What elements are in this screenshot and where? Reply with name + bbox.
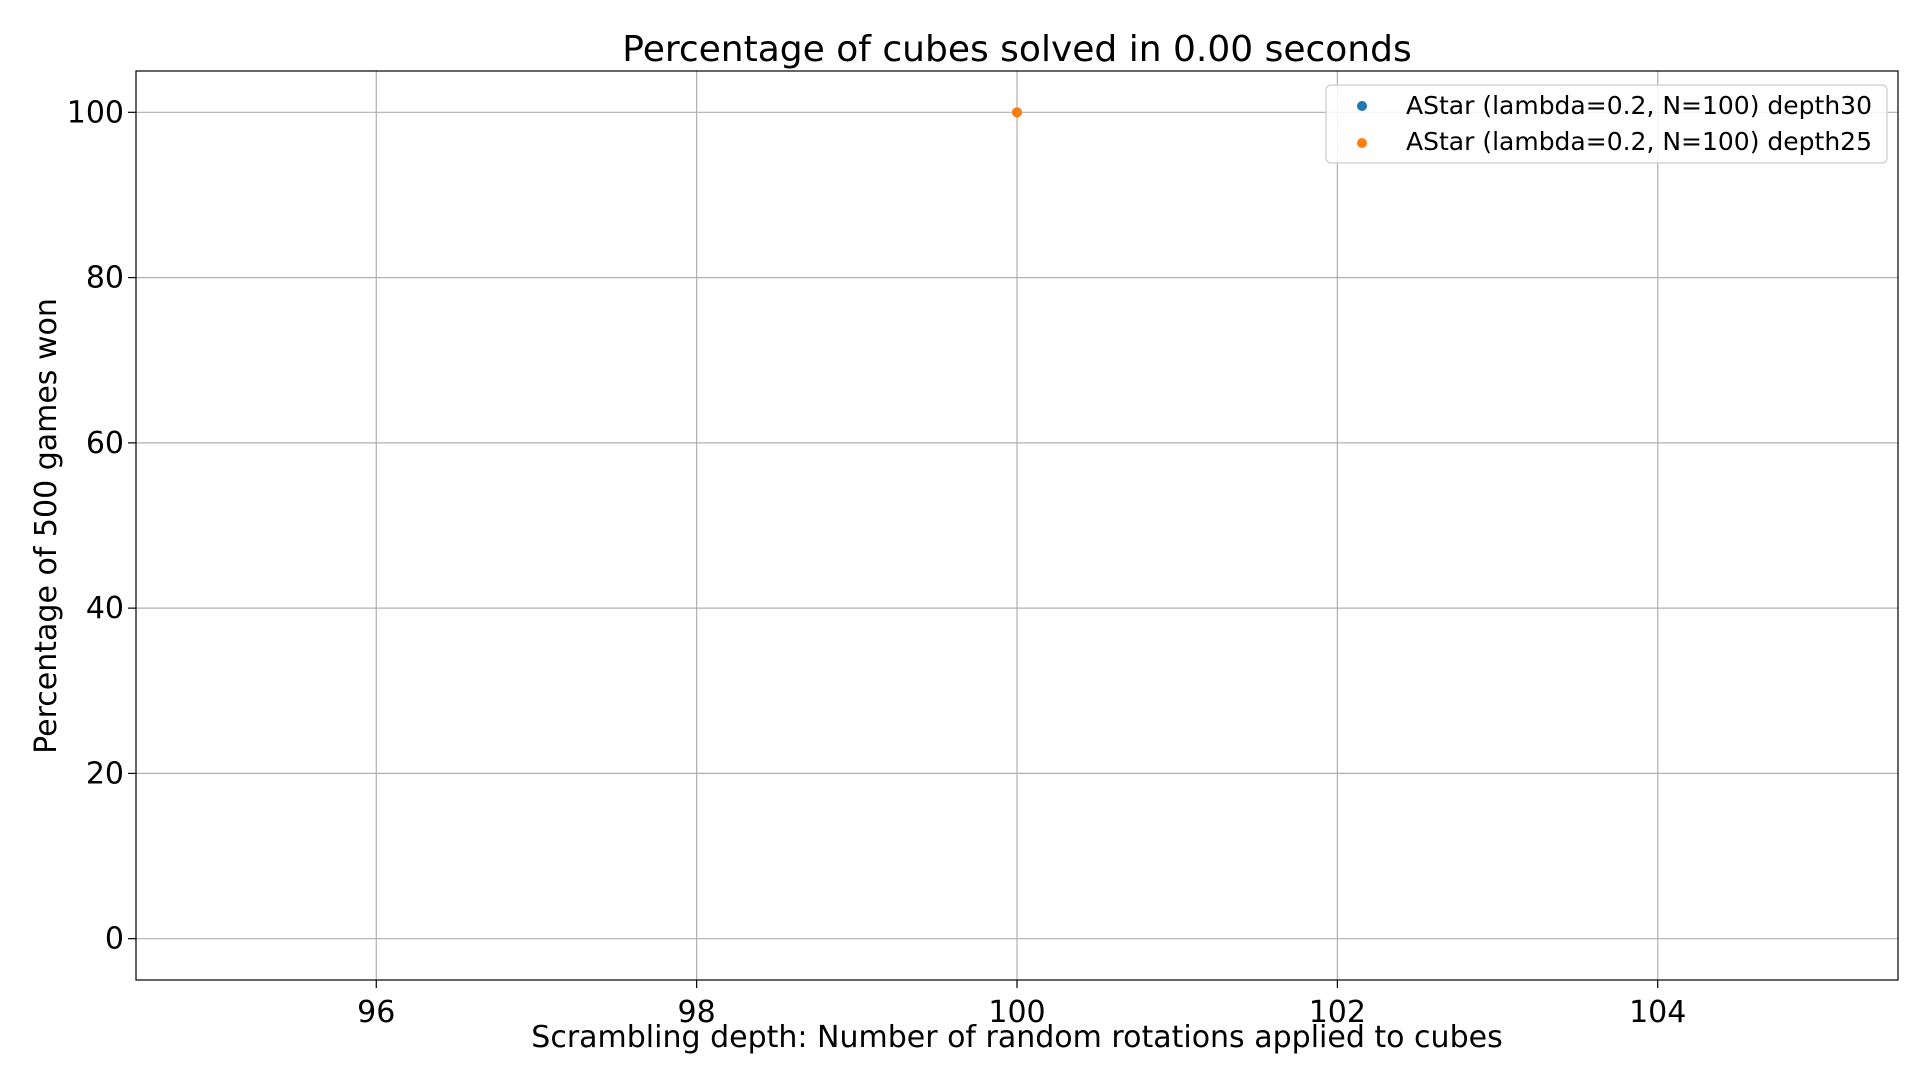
legend-label-depth30: AStar (lambda=0.2, N=100) depth30: [1406, 91, 1872, 120]
chart-title: Percentage of cubes solved in 0.00 secon…: [622, 29, 1411, 70]
legend-marker-depth30: [1357, 101, 1367, 111]
y-tick-label: 100: [67, 95, 124, 130]
legend-label-depth25: AStar (lambda=0.2, N=100) depth25: [1406, 127, 1872, 156]
y-tick-label: 60: [86, 426, 124, 461]
grid-lines: [136, 71, 1898, 980]
x-tick-label: 98: [678, 995, 716, 1030]
y-axis-label: Percentage of 500 games won: [29, 298, 64, 754]
legend: AStar (lambda=0.2, N=100) depth30 AStar …: [1325, 84, 1888, 164]
y-tick-label: 20: [86, 756, 124, 791]
data-points: [1012, 107, 1022, 118]
data-point-series-1: [1012, 107, 1022, 118]
x-axis-label: Scrambling depth: Number of random rotat…: [531, 1020, 1502, 1055]
x-tick-label: 96: [357, 995, 395, 1030]
x-tick-label: 100: [988, 995, 1045, 1030]
axis-ticks: 96 98 100 102 104 0 20 40 60 80 100: [67, 95, 1687, 1030]
x-tick-label: 102: [1309, 995, 1366, 1030]
x-tick-label: 104: [1629, 995, 1686, 1030]
legend-marker-depth25: [1357, 138, 1367, 148]
y-tick-label: 40: [86, 591, 124, 626]
y-tick-label: 0: [105, 922, 124, 957]
legend-box: [1325, 84, 1888, 164]
y-tick-label: 80: [86, 261, 124, 296]
